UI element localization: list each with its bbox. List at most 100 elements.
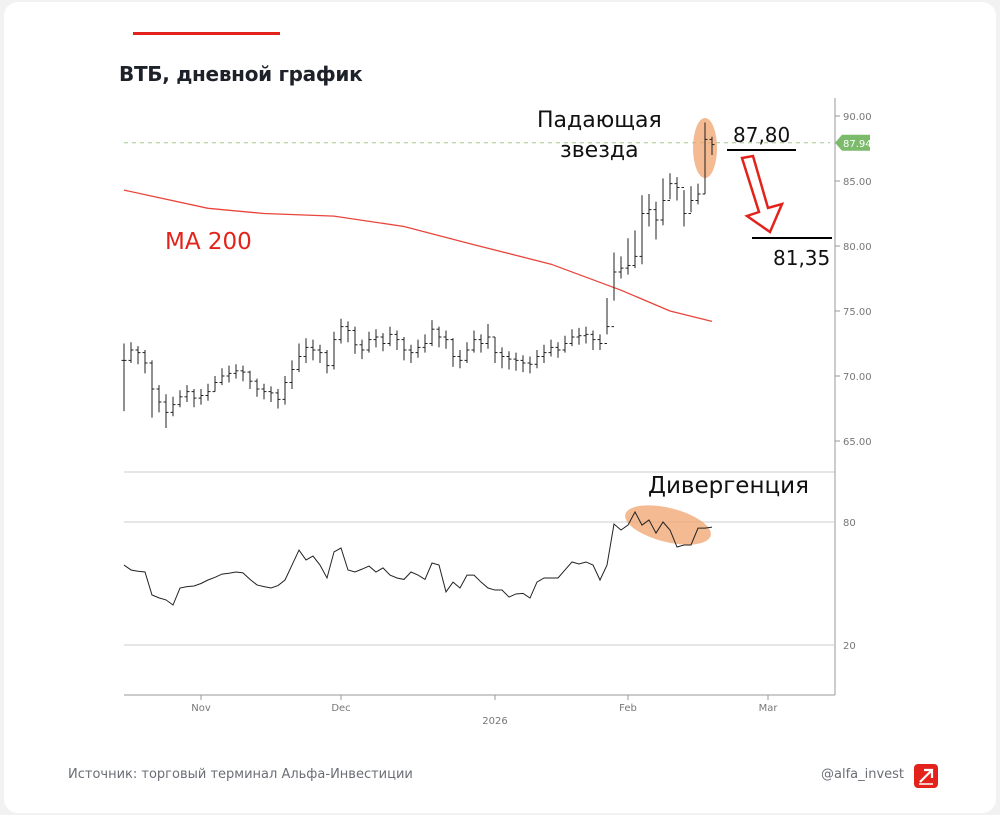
ohlc-bar	[485, 324, 491, 349]
ohlc-bar	[681, 187, 687, 227]
ohlc-bar	[562, 335, 568, 353]
ohlc-bar	[702, 122, 708, 195]
ohlc-bar	[401, 337, 407, 361]
ohlc-bar	[261, 383, 267, 400]
ohlc-bar	[191, 389, 197, 408]
ohlc-bar	[639, 195, 645, 265]
ohlc-bar	[170, 396, 176, 417]
ohlc-bar	[338, 318, 344, 344]
ohlc-bar	[275, 389, 281, 409]
ohlc-bar	[233, 364, 239, 379]
ohlc-bar	[499, 347, 505, 369]
chart-title: ВТБ, дневной график	[119, 62, 363, 86]
ohlc-bar	[135, 346, 141, 365]
ohlc-bar	[163, 394, 169, 428]
alfa-logo-icon	[914, 764, 938, 788]
rsi-line	[123, 510, 713, 606]
ohlc-bar	[688, 186, 694, 214]
ohlc-bar	[590, 330, 596, 350]
ohlc-bar	[506, 351, 512, 370]
divergence-highlight	[625, 505, 711, 545]
source-note: Источник: торговый терминал Альфа-Инвест…	[68, 767, 413, 782]
ohlc-bar	[296, 343, 302, 373]
ohlc-bar	[254, 378, 260, 397]
ma200-line	[123, 189, 713, 323]
down-arrow-icon	[740, 154, 785, 234]
y-tick-label: 70.00	[843, 372, 872, 383]
ohlc-bar	[520, 355, 526, 373]
ohlc-bar	[282, 376, 288, 405]
ohlc-bar	[247, 370, 253, 389]
ohlc-bar	[667, 173, 673, 201]
level-low-label: 81,35	[773, 246, 831, 270]
ohlc-bar	[268, 386, 274, 402]
ohlc-bar	[205, 383, 211, 401]
ohlc-bar	[240, 365, 246, 382]
ohlc-bar	[380, 333, 386, 352]
last-price-label: 87.940	[843, 139, 878, 150]
ohlc-bar	[618, 256, 624, 279]
ohlc-bar	[527, 356, 533, 374]
ohlc-bar	[324, 350, 330, 374]
ohlc-bar	[443, 330, 449, 349]
social-handle[interactable]: @alfa_invest	[821, 767, 905, 782]
ohlc-bar	[310, 339, 316, 361]
ohlc-bar	[660, 178, 666, 226]
ohlc-bar	[534, 350, 540, 369]
ohlc-bar	[632, 230, 638, 269]
ohlc-bar	[331, 331, 337, 370]
ohlc-bar	[387, 326, 393, 347]
ohlc-bar	[611, 252, 617, 328]
ohlc-bar	[548, 339, 554, 357]
ohlc-bar	[597, 334, 603, 350]
ohlc-bar	[317, 344, 323, 363]
ohlc-bar	[359, 339, 365, 360]
ohlc-bar	[604, 298, 610, 344]
shooting-star-label: Падающая звезда	[537, 106, 662, 166]
rsi-tick-label: 20	[843, 641, 856, 652]
ohlc-bar	[541, 344, 547, 363]
ohlc-bar	[198, 389, 204, 405]
ohlc-bar	[408, 344, 414, 363]
ohlc-bar	[142, 350, 148, 374]
y-tick-label: 85.00	[843, 177, 872, 188]
year-label: 2026	[482, 716, 507, 727]
ohlc-bar	[436, 326, 442, 348]
y-tick-label: 75.00	[843, 307, 872, 318]
shooting-star-line1: Падающая	[537, 108, 662, 133]
ohlc-bar	[212, 376, 218, 393]
x-tick-label: Dec	[331, 703, 350, 714]
ohlc-bar	[583, 326, 589, 344]
x-tick-label: Nov	[191, 703, 211, 714]
shooting-star-line2: звезда	[560, 138, 639, 163]
ohlc-bar	[149, 360, 155, 418]
ohlc-bar	[625, 238, 631, 275]
ohlc-bar	[695, 183, 701, 205]
level-high-label: 87,80	[733, 123, 791, 147]
accent-bar	[133, 32, 280, 35]
ohlc-bar	[156, 385, 162, 413]
ohlc-bar	[128, 342, 134, 363]
ohlc-bar	[478, 334, 484, 353]
last-price-badge	[835, 134, 870, 151]
ohlc-bar	[289, 360, 295, 389]
ohlc-bar	[366, 331, 372, 353]
ohlc-bar	[394, 330, 400, 350]
ohlc-bar	[184, 385, 190, 402]
ohlc-bar	[653, 201, 659, 240]
ohlc-bar	[422, 334, 428, 353]
ohlc-bar	[457, 350, 463, 369]
x-tick-label: Mar	[759, 703, 779, 714]
ohlc-bar	[226, 365, 232, 383]
divergence-label: Дивергенция	[648, 473, 809, 499]
x-tick-label: Feb	[619, 703, 637, 714]
ohlc-bar	[450, 338, 456, 367]
y-tick-label: 65.00	[843, 437, 872, 448]
ohlc-bar	[569, 329, 575, 347]
ohlc-bar	[464, 342, 470, 363]
ohlc-bar	[674, 177, 680, 201]
ohlc-bar	[352, 326, 358, 354]
ma-label: MA 200	[165, 229, 252, 255]
ohlc-bar	[303, 338, 309, 363]
